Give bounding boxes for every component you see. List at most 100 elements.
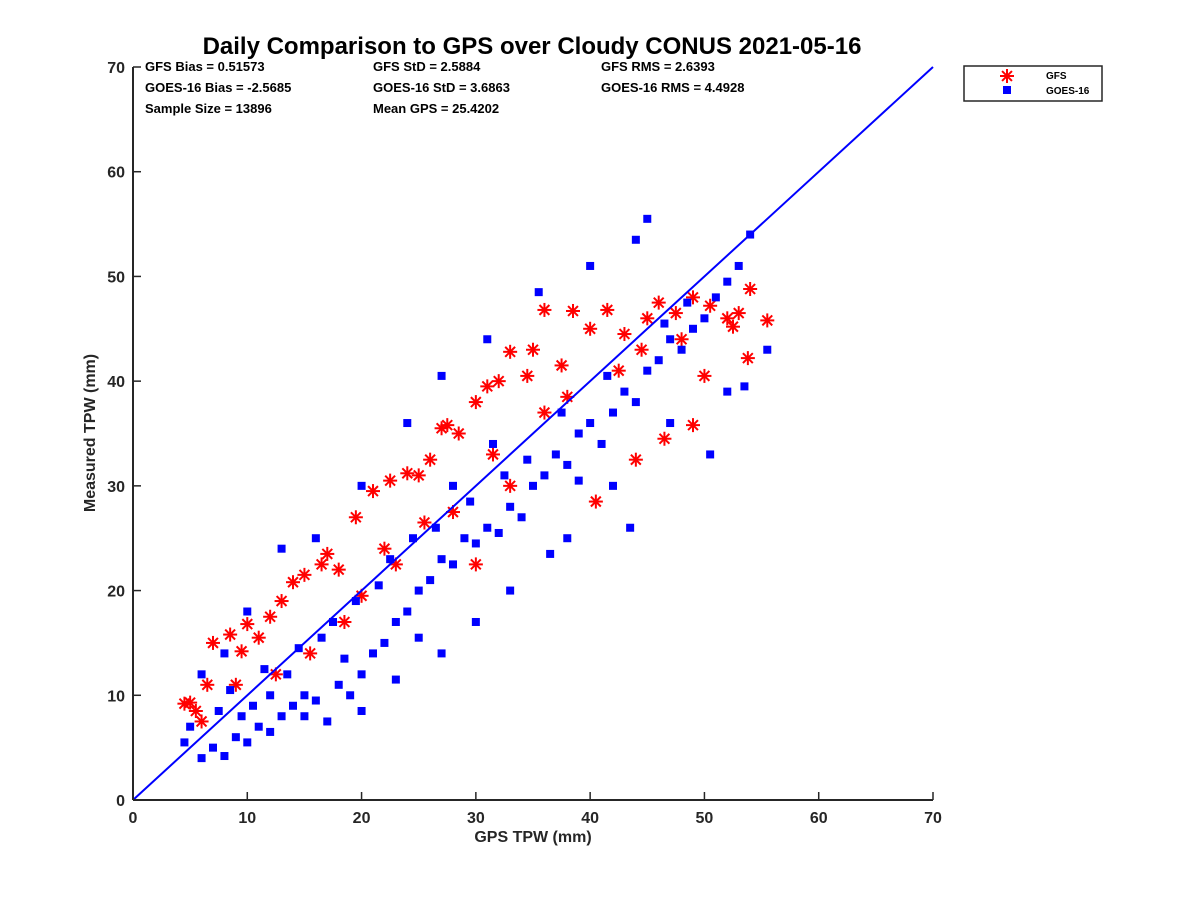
gfs-point — [537, 302, 552, 317]
stat-gfs-rms: GFS RMS = 2.6393 — [601, 59, 715, 74]
goes16-point — [563, 534, 572, 543]
stat-gfs-std: GFS StD = 2.5884 — [373, 59, 481, 74]
goes16-point — [266, 727, 275, 736]
goes16-point — [409, 534, 417, 543]
gfs-point — [417, 515, 432, 530]
gfs-point — [383, 473, 398, 488]
goes16-point — [329, 617, 337, 626]
goes16-point — [557, 408, 566, 417]
goes16-point — [403, 419, 412, 428]
gfs-point — [526, 342, 540, 357]
gfs-point — [251, 630, 266, 645]
goes16-point — [540, 471, 549, 480]
goes16-point — [197, 754, 206, 763]
gfs-point — [423, 452, 438, 467]
gfs-point — [366, 484, 380, 499]
goes16-point — [586, 261, 595, 270]
goes16-point — [226, 686, 235, 695]
goes16-point — [254, 722, 263, 731]
gfs-point — [503, 344, 518, 359]
goes16-point — [734, 261, 743, 270]
gfs-point — [617, 327, 632, 342]
gfs-point — [583, 321, 598, 336]
gfs-point — [686, 418, 700, 433]
goes16-point — [186, 722, 195, 731]
gfs-point — [480, 379, 495, 394]
gfs-point — [206, 635, 220, 650]
y-axis-label: Measured TPW (mm) — [82, 354, 99, 512]
gfs-point — [468, 557, 483, 572]
goes16-point — [574, 429, 583, 438]
x-axis-ticks: 0 10 20 30 40 50 60 70 — [129, 792, 942, 827]
goes16-point — [631, 235, 640, 244]
goes16-point — [603, 371, 612, 380]
goes16-point — [300, 691, 309, 700]
gfs-point — [314, 557, 329, 572]
gfs-point — [200, 677, 215, 692]
goes16-point — [723, 387, 732, 396]
goes16-point — [449, 481, 457, 490]
goes16-point — [334, 680, 343, 689]
goes16-point — [414, 633, 423, 642]
goes16-point — [483, 335, 492, 344]
gfs-point — [720, 311, 735, 326]
gfs-point — [600, 302, 615, 317]
goes16-point — [471, 539, 480, 548]
gfs-point — [703, 298, 718, 313]
goes16-point — [237, 712, 246, 721]
gfs-point — [337, 614, 352, 629]
y-tick-label: 30 — [107, 479, 125, 496]
gfs-point — [628, 452, 643, 467]
stat-sample-size: Sample Size = 13896 — [145, 101, 272, 116]
goes16-point — [214, 706, 223, 715]
gfs-point — [726, 319, 740, 334]
goes16-point — [506, 502, 515, 511]
goes16-point — [220, 649, 229, 658]
gfs-point — [657, 431, 672, 446]
gfs-point — [486, 447, 500, 462]
gfs-point — [634, 342, 649, 357]
goes16-point — [277, 712, 286, 721]
goes16-point — [609, 408, 617, 417]
goes16-point — [534, 288, 543, 297]
goes16-point — [586, 419, 595, 428]
goes16-point — [426, 576, 435, 585]
y-tick-label: 20 — [107, 584, 125, 601]
gfs-point — [348, 510, 363, 525]
goes16-point — [654, 356, 663, 365]
gfs-point — [274, 594, 289, 609]
y-tick-label: 0 — [116, 793, 125, 810]
goes16-point — [243, 738, 252, 747]
stat-goes-bias: GOES-16 Bias = -2.5685 — [145, 80, 291, 95]
goes16-point — [660, 319, 669, 328]
goes16-point — [449, 560, 457, 569]
gfs-point — [286, 575, 300, 590]
goes16-point — [763, 345, 772, 354]
gfs-point — [411, 468, 426, 483]
goes16-point — [346, 691, 355, 700]
goes16-point — [523, 455, 532, 464]
goes16-point — [620, 387, 629, 396]
goes16-point — [506, 586, 515, 595]
legend-gfs-label: GFS — [1046, 71, 1067, 82]
gfs-point — [503, 478, 518, 493]
goes16-point — [740, 382, 749, 391]
goes16-point — [317, 633, 326, 642]
gfs-point — [740, 351, 755, 366]
goes16-point — [340, 654, 349, 663]
stat-mean-gps: Mean GPS = 25.4202 — [373, 101, 499, 116]
x-tick-label: 70 — [924, 810, 942, 827]
gfs-point — [760, 313, 775, 328]
goes16-point — [666, 335, 675, 344]
goes16-point — [277, 544, 286, 553]
gfs-point — [668, 306, 683, 321]
goes16-point — [431, 523, 440, 532]
x-tick-label: 0 — [129, 810, 138, 827]
goes16-point — [626, 523, 635, 532]
goes16-point — [311, 534, 320, 543]
x-tick-label: 60 — [810, 810, 828, 827]
goes16-point — [403, 607, 412, 616]
gfs-point — [234, 644, 249, 659]
gfs-point — [263, 609, 278, 624]
